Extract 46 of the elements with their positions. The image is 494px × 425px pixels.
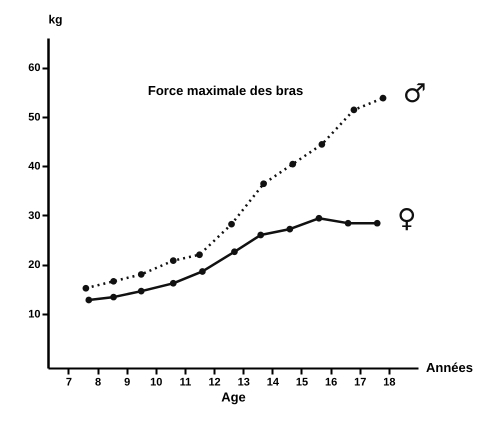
y-axis-title: kg [48, 12, 63, 26]
point [228, 220, 235, 228]
x-tick-label: 16 [324, 376, 338, 388]
text: Années [426, 360, 473, 375]
point [82, 284, 90, 292]
x-tick-label: 12 [208, 376, 221, 388]
point [85, 296, 92, 304]
x-tick-label: 13 [238, 376, 250, 388]
y-tick-label: 10 [28, 308, 40, 320]
series-label: ♀ [397, 204, 416, 234]
x-axis-title: Age [221, 390, 246, 404]
point [231, 248, 238, 256]
text: Force maximale des bras [148, 82, 304, 98]
y-tick-label: 20 [28, 259, 40, 272]
x-tick-label: 14 [266, 376, 280, 388]
point [374, 220, 381, 227]
point [110, 278, 117, 285]
point [257, 232, 264, 238]
y-tick-label: 30 [28, 210, 40, 222]
point [138, 288, 145, 295]
point [350, 106, 358, 114]
x-tick-label: 8 [94, 376, 102, 388]
y-tick-label: 60 [28, 62, 40, 74]
point [110, 294, 117, 300]
x-tick-label: 18 [383, 376, 396, 388]
x-tick-label: 11 [180, 376, 192, 388]
point [260, 180, 267, 188]
x-tick-label: 17 [354, 376, 366, 388]
series-label: ♂ [403, 79, 426, 110]
y-tick-label: 50 [28, 111, 40, 124]
x-tick-label: 10 [150, 376, 162, 388]
point [289, 160, 296, 168]
point [344, 220, 352, 227]
point [138, 271, 145, 278]
x-tick-label: 7 [66, 376, 72, 388]
point [170, 257, 177, 264]
point [318, 141, 326, 148]
point [199, 268, 206, 275]
point [170, 280, 177, 287]
point [380, 94, 386, 102]
x-tick-label: 9 [124, 376, 130, 388]
point [286, 226, 294, 232]
point [196, 251, 203, 258]
x-tick-label: 15 [296, 376, 308, 388]
point [316, 214, 322, 222]
y-tick-label: 40 [28, 160, 40, 173]
